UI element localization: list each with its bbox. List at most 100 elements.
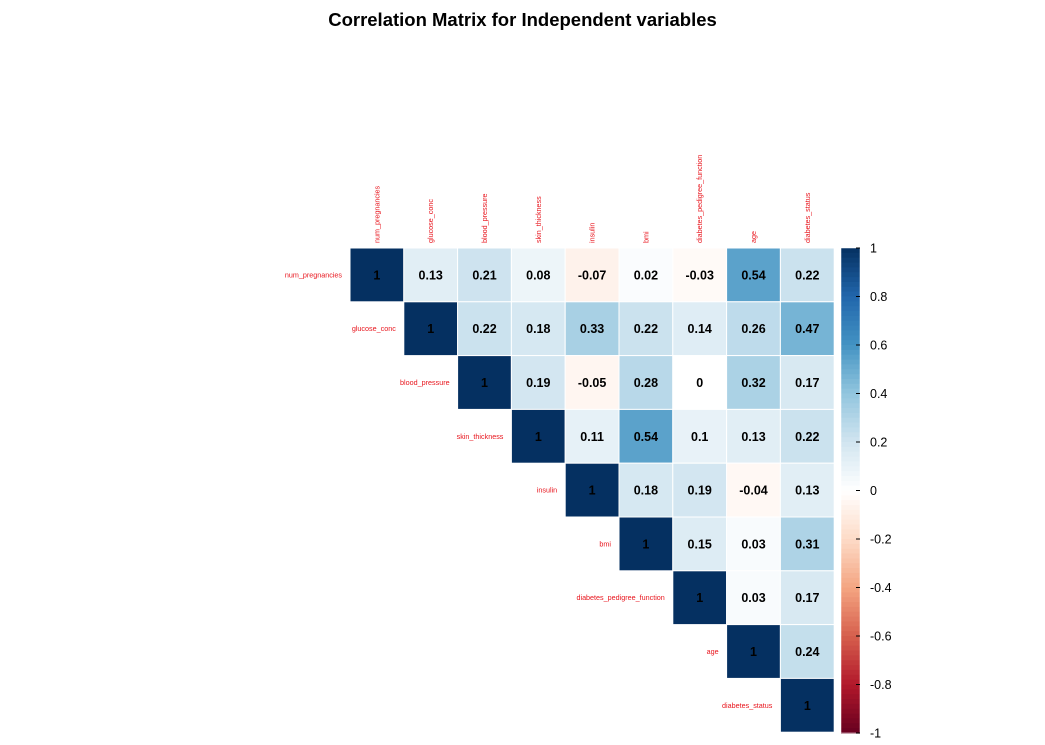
- legend-color-segment: [841, 383, 860, 390]
- legend-color-segment: [841, 587, 860, 593]
- legend-color-segment: [841, 636, 860, 642]
- row-label-bmi: bmi: [599, 539, 611, 548]
- column-label-insulin: insulin: [588, 223, 597, 243]
- legend-tick-label: 1: [870, 242, 877, 256]
- legend-color-segment: [841, 529, 860, 535]
- column-label-glucose_conc: glucose_conc: [426, 199, 435, 243]
- matrix-cell: [510, 408, 566, 464]
- cell-value-label: -0.03: [685, 268, 714, 282]
- legend-color-segment: [841, 296, 860, 302]
- legend-tick-label: 0: [870, 484, 877, 498]
- matrix-cell: [779, 624, 835, 679]
- cell-value-label: 0.47: [795, 322, 819, 336]
- matrix-cell: [726, 570, 781, 626]
- legend-color-segment: [841, 534, 860, 540]
- matrix-cell: [726, 408, 781, 464]
- legend-color-segment: [841, 514, 860, 521]
- legend-color-segment: [841, 582, 860, 589]
- legend-color-segment: [841, 461, 860, 467]
- legend-color-segment: [841, 480, 860, 487]
- legend-color-segment: [841, 524, 860, 530]
- legend-color-segment: [841, 412, 860, 419]
- legend-color-segment: [841, 626, 860, 632]
- legend-color-segment: [841, 475, 860, 482]
- matrix-cell: [726, 516, 781, 572]
- cell-value-label: 0.32: [741, 376, 765, 390]
- legend-color-segment: [841, 592, 860, 598]
- matrix-cell: [564, 247, 620, 303]
- matrix-cell: [779, 570, 835, 626]
- row-label-age: age: [707, 647, 719, 656]
- cell-value-label: 0.54: [634, 430, 658, 444]
- cell-value-label: 0.14: [688, 322, 712, 336]
- legend-color-segment: [841, 408, 860, 414]
- matrix-cell: [779, 677, 835, 733]
- legend-color-segment: [841, 340, 860, 346]
- matrix-cell: [672, 516, 728, 572]
- legend-color-segment: [841, 718, 860, 724]
- cell-value-label: 0.13: [795, 484, 819, 498]
- legend-color-segment: [841, 248, 860, 254]
- legend-color-segment: [841, 558, 860, 564]
- cell-value-label: 1: [373, 268, 380, 282]
- row-labels: num_pregnancies glucose_conc blood_pressur…: [285, 270, 773, 709]
- legend-color-segment: [841, 364, 860, 370]
- legend-color-segment: [841, 602, 860, 608]
- column-label-skin_thickness: skin_thickness: [534, 196, 543, 243]
- cell-value-label: 1: [696, 591, 703, 605]
- row-label-glucose_conc: glucose_conc: [352, 324, 396, 333]
- legend-color-segment: [841, 301, 860, 307]
- legend-color-segment: [841, 597, 860, 603]
- legend-tick-label: -0.4: [870, 581, 892, 595]
- legend-color-segment: [841, 485, 860, 492]
- cell-value-label: -0.05: [578, 376, 607, 390]
- matrix-cells: [349, 247, 835, 733]
- legend-color-segment: [841, 500, 860, 506]
- cell-value-label: 0.08: [526, 268, 550, 282]
- cell-value-label: 0.19: [688, 484, 712, 498]
- cell-value-label: 1: [481, 376, 488, 390]
- legend-color-segment: [841, 660, 860, 666]
- legend-color-segment: [841, 509, 860, 516]
- legend-color-segment: [841, 728, 860, 734]
- legend-color-segment: [841, 378, 860, 385]
- cell-value-label: 0.15: [688, 537, 712, 551]
- matrix-cell: [779, 516, 835, 572]
- cell-value-label: 1: [642, 537, 649, 551]
- cell-value-label: 0: [696, 376, 703, 390]
- cell-value-label: 0.26: [741, 322, 765, 336]
- legend-color-segment: [841, 374, 860, 380]
- cell-value-label: 0.28: [634, 376, 658, 390]
- legend-color-segment: [841, 272, 860, 278]
- matrix-cell: [672, 408, 728, 464]
- legend-color-segment: [841, 669, 860, 676]
- cell-value-label: 0.1: [691, 430, 708, 444]
- legend-color-segment: [841, 611, 860, 618]
- legend-color-segment: [841, 349, 860, 356]
- legend-color-segment: [841, 403, 860, 409]
- matrix-cell: [779, 301, 835, 357]
- legend-color-segment: [841, 437, 860, 443]
- row-label-num_pregnancies: num_pregnancies: [285, 270, 343, 279]
- legend-color-segment: [841, 539, 860, 545]
- column-label-diabetes_pedigree_function: diabetes_pedigree_function: [695, 155, 704, 243]
- legend-color-segment: [841, 446, 860, 453]
- column-label-blood_pressure: blood_pressure: [480, 193, 489, 243]
- cell-value-label: 0.03: [741, 591, 765, 605]
- column-label-num_pregnancies: num_pregnancies: [372, 185, 381, 243]
- legend-color-segment: [841, 548, 860, 555]
- legend-color-segment: [841, 335, 860, 341]
- legend-tick-label: 0.6: [870, 339, 887, 353]
- cell-value-label: 1: [535, 430, 542, 444]
- matrix-cell: [726, 247, 781, 303]
- legend-color-segment: [841, 393, 860, 399]
- cell-value-label: 0.11: [580, 430, 604, 444]
- matrix-cell: [672, 301, 728, 357]
- cell-value-label: 0.13: [419, 268, 443, 282]
- legend-color-segment: [841, 568, 860, 574]
- cell-value-label: 0.17: [795, 376, 819, 390]
- legend-color-segment: [841, 427, 860, 433]
- cell-value-label: 0.18: [634, 484, 658, 498]
- cell-value-label: -0.07: [578, 268, 607, 282]
- legend-color-segment: [841, 262, 860, 268]
